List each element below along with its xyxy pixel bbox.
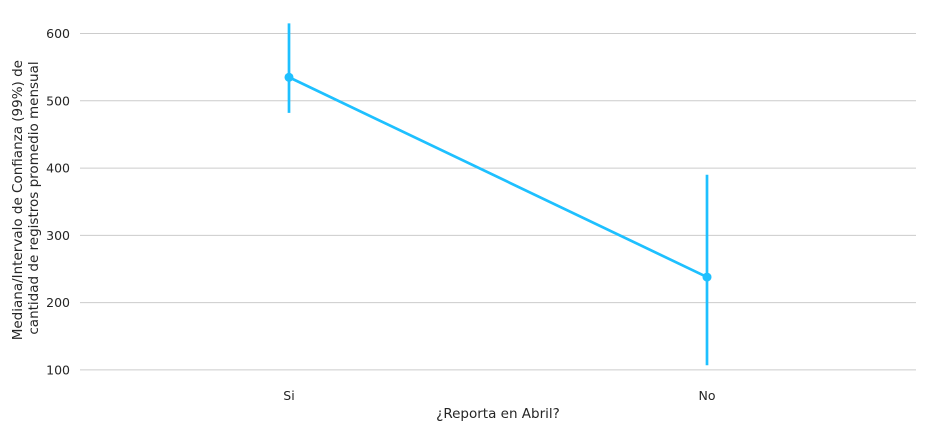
x-axis-label: ¿Reporta en Abril?: [436, 406, 560, 422]
y-tick-labels: 100 200 300 400 500 600: [46, 26, 70, 377]
y-tick-label-100: 100: [46, 362, 70, 377]
x-tick-labels: Si No: [283, 388, 715, 403]
series-line: [288, 76, 708, 279]
y-tick-label-600: 600: [46, 26, 70, 41]
x-tick-label-si: Si: [283, 388, 294, 403]
y-tick-label-300: 300: [46, 228, 70, 243]
gridlines: [80, 33, 916, 371]
series-group: [284, 23, 712, 366]
x-tick-label-no: No: [699, 388, 716, 403]
y-axis-label: Mediana/Intervalo de Confianza (99%) de …: [10, 56, 42, 341]
y-tick-label-500: 500: [46, 93, 70, 108]
y-axis-label-line-2: cantidad de registros promedio mensual: [26, 61, 42, 334]
point-si: [284, 72, 294, 82]
y-tick-label-400: 400: [46, 161, 70, 176]
y-tick-label-200: 200: [46, 295, 70, 310]
point-no: [702, 272, 712, 282]
y-axis-label-line-1: Mediana/Intervalo de Confianza (99%) de: [10, 60, 26, 340]
